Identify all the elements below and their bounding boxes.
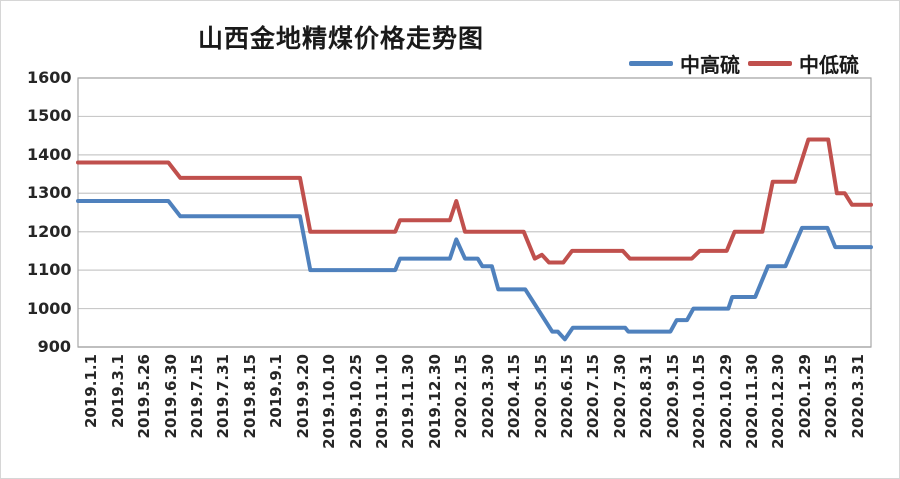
x-axis-label-14: 2020.2.15 [452, 354, 471, 439]
legend-item-zhongdiliu: 中低硫 [748, 49, 859, 78]
x-axis-label-28: 2020.3.15 [822, 354, 841, 439]
series-line-1 [76, 137, 873, 265]
x-axis-label-8: 2019.9.20 [293, 354, 312, 439]
chart-title: 山西金地精煤价格走势图 [197, 24, 484, 53]
y-axis-label-1100: 1100 [27, 260, 72, 280]
x-axis-label-21: 2020.8.31 [637, 354, 656, 439]
x-axis-label-16: 2020.4.15 [505, 354, 524, 439]
x-axis-label-0: 2019.1.1 [82, 354, 101, 429]
x-axis-label-15: 2020.3.30 [478, 354, 497, 439]
x-axis-label-7: 2019.9.1 [267, 354, 286, 429]
y-axis-label-1300: 1300 [27, 183, 72, 203]
x-axis-label-5: 2019.7.31 [214, 354, 233, 439]
x-axis-label-6: 2019.8.15 [240, 354, 259, 439]
y-axis-label-1400: 1400 [27, 144, 72, 164]
x-axis-label-20: 2020.7.30 [610, 354, 629, 439]
plot-border [77, 77, 872, 348]
x-axis-label-29: 2020.3.31 [848, 354, 867, 439]
x-axis-label-12: 2019.11.30 [399, 354, 418, 449]
legend-label: 中低硫 [799, 53, 859, 77]
x-axis-label-10: 2019.10.25 [346, 354, 365, 449]
x-axis-label-26: 2020.12.30 [769, 354, 788, 449]
legend-label: 中高硫 [680, 53, 740, 77]
x-axis-label-27: 2020.1.29 [795, 354, 814, 439]
x-axis-label-24: 2020.10.29 [716, 354, 735, 449]
x-axis-label-1: 2019.3.1 [108, 354, 127, 429]
y-axis-label-900: 900 [37, 337, 71, 356]
y-axis-label-1200: 1200 [27, 221, 72, 241]
y-axis-label-1600: 1600 [27, 68, 72, 87]
x-axis-label-13: 2019.12.30 [425, 354, 444, 449]
legend: 中高硫 中低硫 [629, 49, 859, 78]
legend-item-zhonggaoliu: 中高硫 [629, 49, 740, 78]
x-axis-label-9: 2019.10.10 [320, 354, 339, 449]
x-axis-label-4: 2019.7.15 [187, 354, 206, 439]
legend-line-swatch-blue [629, 61, 673, 66]
x-axis-label-3: 2019.6.30 [161, 354, 180, 439]
x-axis-label-25: 2020.11.30 [743, 354, 762, 449]
x-axis-label-17: 2020.5.15 [531, 354, 550, 439]
x-axis-label-23: 2020.10.15 [690, 354, 709, 449]
x-axis-label-2: 2019.5.26 [135, 354, 154, 439]
x-axis-label-11: 2019.11.10 [372, 354, 391, 449]
x-axis-label-19: 2020.7.15 [584, 354, 603, 439]
x-axis-label-18: 2020.6.15 [558, 354, 577, 439]
y-axis-label-1500: 1500 [27, 106, 72, 126]
series-line-0 [76, 199, 873, 342]
x-axis-label-22: 2020.9.15 [663, 354, 682, 439]
y-axis-label-1000: 1000 [27, 298, 72, 318]
legend-line-swatch-red [748, 61, 792, 66]
